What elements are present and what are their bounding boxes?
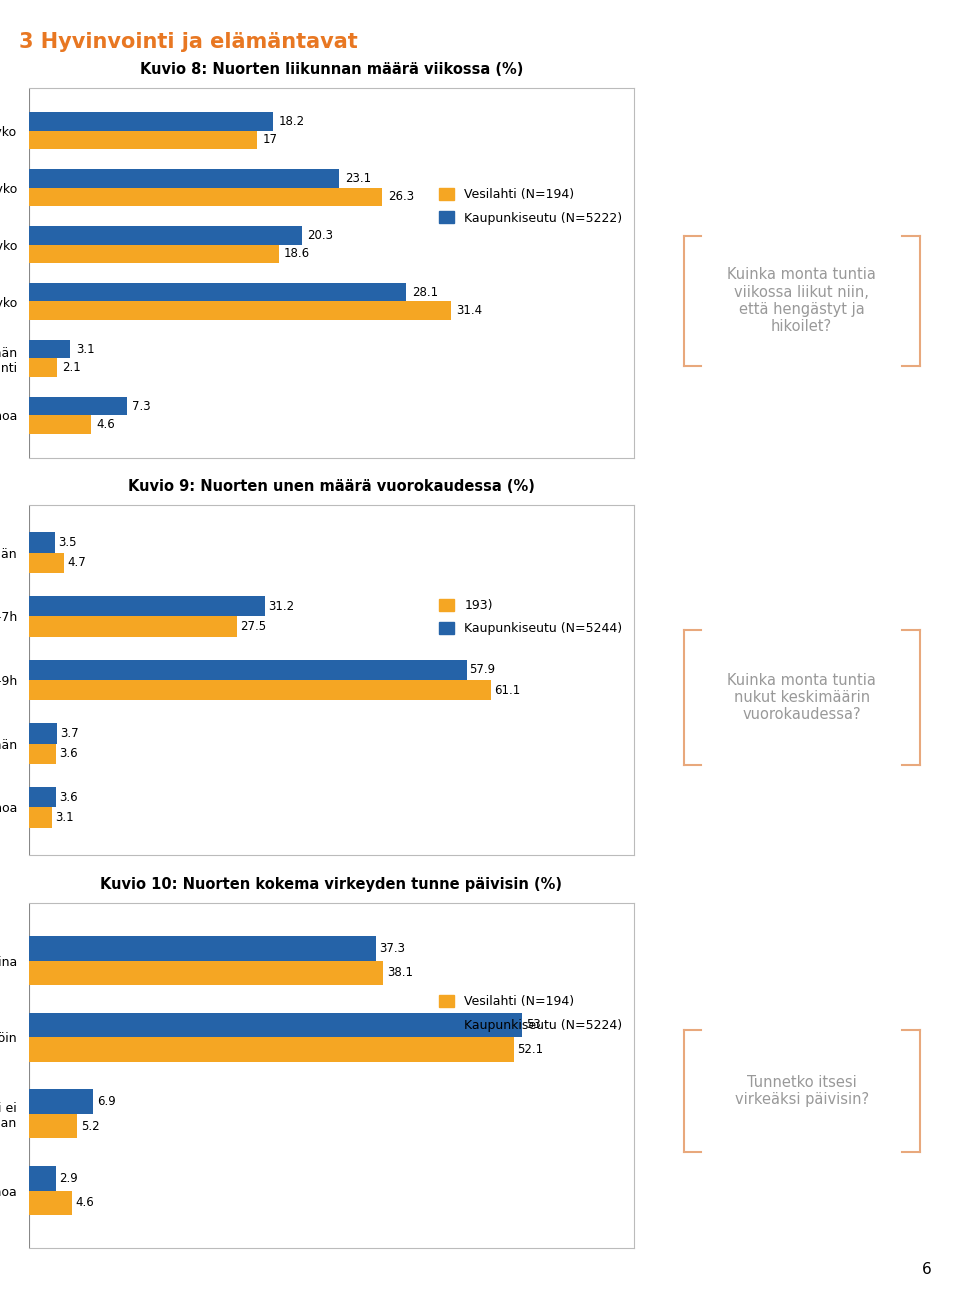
Text: 27.5: 27.5: [240, 620, 266, 633]
Text: 2.1: 2.1: [62, 361, 82, 374]
Bar: [29, 786, 56, 807]
Text: 3.6: 3.6: [60, 747, 78, 760]
Bar: [29, 552, 64, 573]
Text: 18.6: 18.6: [284, 247, 310, 260]
Bar: [29, 113, 274, 131]
Bar: [29, 533, 56, 552]
Text: Kuinka monta tuntia
nukut keskimäärin
vuorokaudessa?: Kuinka monta tuntia nukut keskimäärin vu…: [727, 672, 876, 723]
Bar: [29, 341, 70, 359]
Bar: [29, 616, 237, 637]
Bar: [29, 283, 406, 302]
Bar: [29, 1037, 514, 1062]
Text: 28.1: 28.1: [412, 286, 438, 299]
Text: 31.4: 31.4: [456, 304, 482, 317]
Bar: [29, 1089, 93, 1114]
Title: Kuvio 10: Nuorten kokema virkeyden tunne päivisin (%): Kuvio 10: Nuorten kokema virkeyden tunne…: [100, 878, 563, 892]
Bar: [29, 936, 376, 961]
Text: 3.5: 3.5: [59, 536, 77, 549]
Text: 20.3: 20.3: [307, 229, 333, 242]
Bar: [29, 1191, 72, 1216]
Text: 26.3: 26.3: [388, 190, 414, 203]
Bar: [29, 595, 265, 616]
Title: Kuvio 9: Nuorten unen määrä vuorokaudessa (%): Kuvio 9: Nuorten unen määrä vuorokaudess…: [128, 480, 535, 494]
Bar: [29, 1013, 522, 1037]
Text: 2.9: 2.9: [60, 1171, 79, 1184]
Text: 18.2: 18.2: [278, 116, 305, 129]
Bar: [29, 302, 451, 320]
Text: 57.9: 57.9: [469, 663, 495, 676]
Text: 38.1: 38.1: [387, 966, 413, 979]
Bar: [29, 1114, 77, 1139]
Bar: [29, 415, 90, 433]
Text: 6.9: 6.9: [97, 1095, 115, 1108]
Text: 4.6: 4.6: [96, 417, 115, 430]
Bar: [29, 1166, 56, 1191]
Bar: [29, 744, 56, 764]
Text: 23.1: 23.1: [345, 172, 371, 185]
Text: Tunnetko itsesi
virkeäksi päivisin?: Tunnetko itsesi virkeäksi päivisin?: [734, 1075, 869, 1108]
Text: 37.3: 37.3: [379, 941, 405, 954]
Bar: [29, 226, 301, 244]
Bar: [29, 396, 127, 415]
Legend: Vesilahti (N=194), Kaupunkiseutu (N=5222): Vesilahti (N=194), Kaupunkiseutu (N=5222…: [435, 183, 628, 230]
Text: 3.7: 3.7: [60, 727, 79, 740]
Text: 3.1: 3.1: [76, 343, 94, 356]
Text: 53: 53: [526, 1018, 540, 1031]
Title: Kuvio 8: Nuorten liikunnan määrä viikossa (%): Kuvio 8: Nuorten liikunnan määrä viikoss…: [139, 62, 523, 77]
Legend: Vesilahti (N=194), Kaupunkiseutu (N=5224): Vesilahti (N=194), Kaupunkiseutu (N=5224…: [435, 991, 628, 1036]
Bar: [29, 131, 257, 150]
Text: 5.2: 5.2: [81, 1119, 100, 1132]
Text: 3.6: 3.6: [60, 790, 78, 803]
Bar: [29, 807, 52, 828]
Text: 3 Hyvinvointi ja elämäntavat: 3 Hyvinvointi ja elämäntavat: [19, 32, 358, 52]
Text: 6: 6: [922, 1261, 931, 1277]
Text: 4.6: 4.6: [75, 1196, 94, 1209]
Bar: [29, 359, 57, 377]
Bar: [29, 187, 382, 205]
Text: 52.1: 52.1: [517, 1043, 543, 1056]
Text: 4.7: 4.7: [67, 556, 86, 569]
Text: 61.1: 61.1: [493, 684, 520, 697]
Text: Kuinka monta tuntia
viikossa liikut niin,
että hengästyt ja
hikoilet?: Kuinka monta tuntia viikossa liikut niin…: [727, 268, 876, 334]
Text: 31.2: 31.2: [268, 599, 294, 612]
Text: 3.1: 3.1: [56, 811, 74, 824]
Legend: 193), Kaupunkiseutu (N=5244): 193), Kaupunkiseutu (N=5244): [435, 594, 628, 640]
Bar: [29, 169, 339, 187]
Bar: [29, 961, 383, 985]
Bar: [29, 680, 491, 701]
Bar: [29, 659, 467, 680]
Bar: [29, 244, 278, 263]
Bar: [29, 723, 57, 744]
Text: 7.3: 7.3: [132, 399, 151, 412]
Text: 17: 17: [263, 134, 277, 147]
